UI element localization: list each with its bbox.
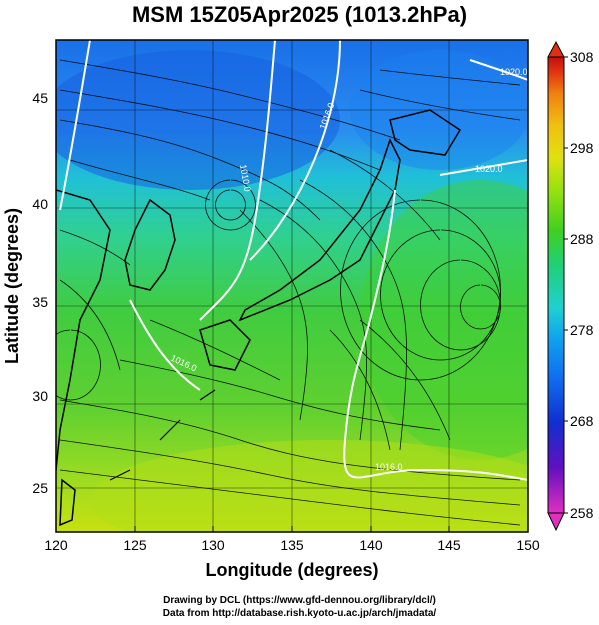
- wind-streamlines: [56, 59, 521, 526]
- colorbar-tick-label: 298: [570, 140, 594, 156]
- x-tick-label: 150: [516, 537, 540, 553]
- credits-line-1: Drawing by DCL (https://www.gfd-dennou.o…: [163, 595, 436, 606]
- x-tick-label: 145: [437, 537, 461, 553]
- contour-label: 1020.0: [500, 67, 528, 77]
- japan-honshu: [238, 138, 401, 322]
- x-tick-label: 120: [44, 537, 68, 553]
- japan-kyushu: [199, 319, 251, 371]
- x-tick-label: 125: [123, 537, 147, 553]
- temperature-field: [56, 40, 528, 532]
- colorbar-tick-label: 278: [570, 322, 594, 338]
- x-ticks: [55, 526, 529, 532]
- contour-label: 1020.0: [475, 164, 503, 174]
- x-axis-title: Longitude (degrees): [205, 560, 378, 580]
- contour-label: 1010.0: [238, 164, 253, 193]
- colorbar-max-arrow: [547, 40, 565, 58]
- credits: Drawing by DCL (https://www.gfd-dennou.o…: [0, 594, 599, 620]
- colorbar-tick-label: 308: [570, 49, 594, 65]
- map-title: MSM 15Z05Apr2025 (1013.2hPa): [131, 2, 468, 27]
- pressure-contours: [59, 40, 528, 481]
- x-tick-label: 140: [359, 537, 383, 553]
- colorbar-tick-label: 288: [570, 231, 594, 247]
- y-axis-title: Latitude (degrees): [2, 208, 22, 364]
- x-tick-label: 130: [201, 537, 225, 553]
- y-tick-label: 30: [32, 388, 48, 404]
- colorbar: [547, 40, 568, 532]
- contour-label: 1016.0: [375, 462, 403, 472]
- y-tick-label: 40: [32, 196, 48, 212]
- x-tick-label: 135: [280, 537, 304, 553]
- y-tick-label: 35: [32, 294, 48, 310]
- colorbar-min-arrow: [547, 512, 565, 532]
- lat-lon-grid: [56, 40, 528, 532]
- korea-coast: [124, 198, 176, 291]
- colorbar-tick-label: 268: [570, 413, 594, 429]
- credits-line-2: Data from http://database.rish.kyoto-u.a…: [162, 608, 437, 619]
- china-coast: [56, 189, 111, 471]
- ryukyu-islands: [109, 389, 216, 481]
- y-tick-label: 45: [32, 90, 48, 106]
- taiwan: [59, 478, 76, 527]
- y-tick-label: 25: [32, 480, 48, 496]
- colorbar-tick-label: 258: [570, 505, 594, 521]
